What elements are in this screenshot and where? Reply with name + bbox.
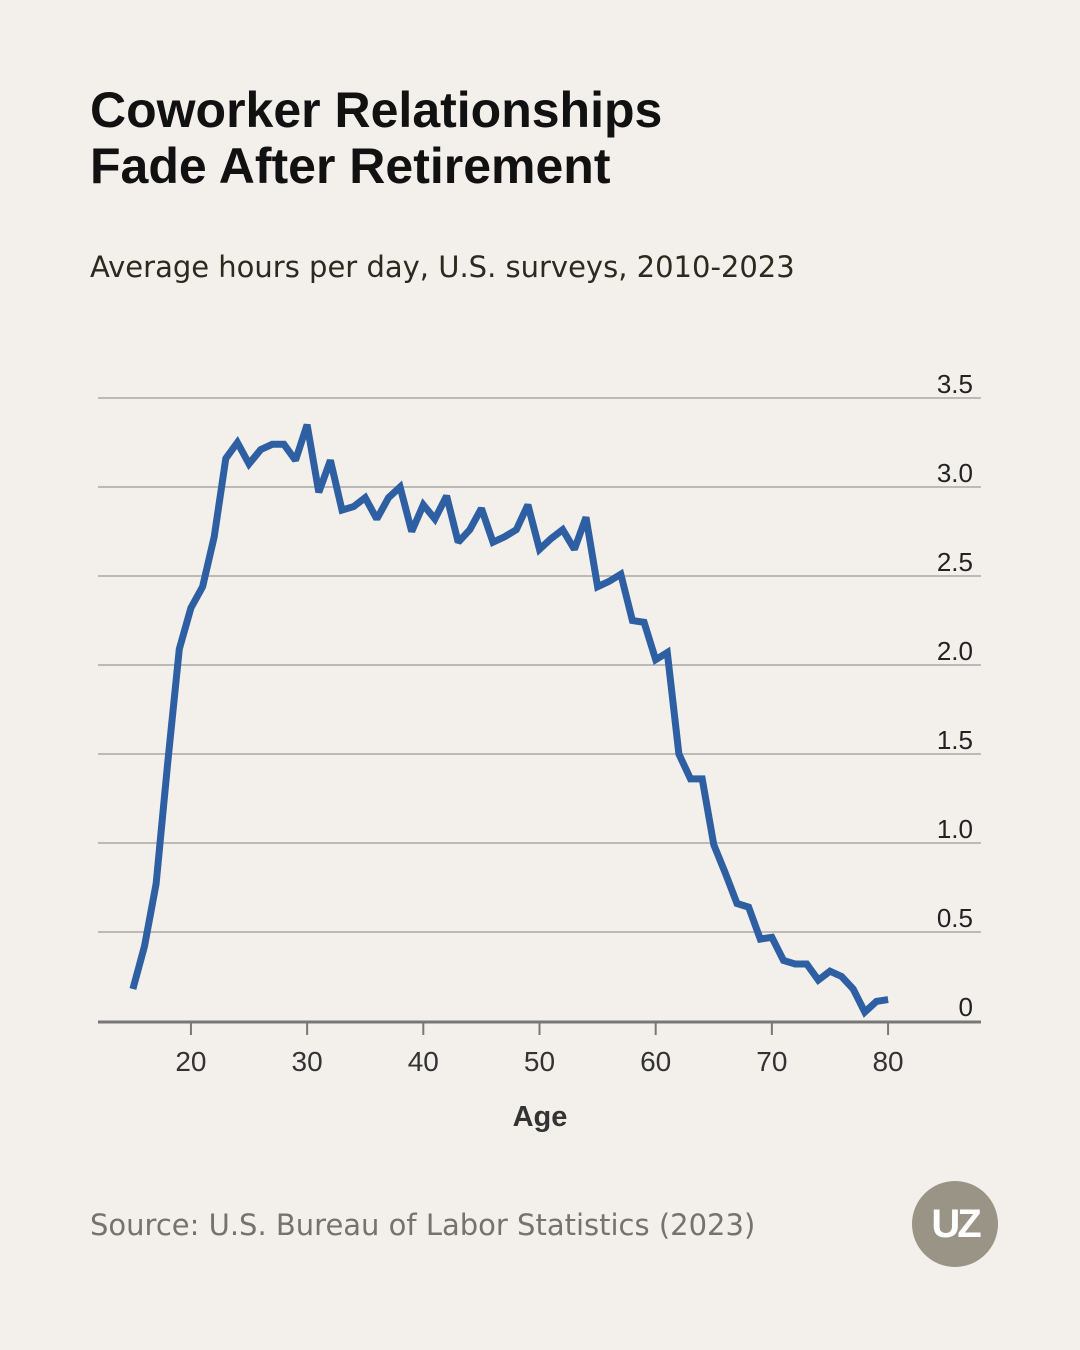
y-tick-label: 1.0 (937, 814, 973, 844)
y-tick-label: 2.0 (937, 636, 973, 666)
y-tick-label: 0 (959, 992, 973, 1022)
x-tick-label: 20 (175, 1046, 206, 1077)
chart-subtitle: Average hours per day, U.S. surveys, 201… (90, 250, 795, 284)
x-tick-label: 40 (408, 1046, 439, 1077)
chart-title-line-2: Fade After Retirement (90, 138, 611, 194)
axes (98, 1020, 981, 1035)
x-tick-label: 80 (872, 1046, 903, 1077)
tick-labels: 0 0.5 1.0 1.5 2.0 2.5 3.0 3.5 20 30 40 50 60 70 80 (175, 369, 973, 1077)
x-tick-label: 50 (524, 1046, 555, 1077)
x-tick-label: 60 (640, 1046, 671, 1077)
y-tick-label: 1.5 (937, 725, 973, 755)
y-tick-label: 0.5 (937, 903, 973, 933)
series-line (129, 423, 889, 1018)
y-tick-label: 2.5 (937, 547, 973, 577)
series-layer (129, 423, 889, 1018)
brand-logo: UZ (912, 1181, 998, 1267)
x-tick-label: 30 (292, 1046, 323, 1077)
gridlines (98, 397, 981, 933)
chart-title: Coworker Relationships Fade After Retire… (90, 82, 662, 194)
x-tick-label: 70 (756, 1046, 787, 1077)
source-note: Source: U.S. Bureau of Labor Statistics … (90, 1208, 756, 1242)
y-tick-label: 3.5 (937, 369, 973, 399)
line-chart: 0 0.5 1.0 1.5 2.0 2.5 3.0 3.5 20 30 40 50 60 70 80 Age (98, 369, 981, 1133)
chart-title-line-1: Coworker Relationships (90, 82, 663, 138)
y-tick-label: 3.0 (937, 458, 973, 488)
x-axis-title: Age (513, 1101, 568, 1133)
